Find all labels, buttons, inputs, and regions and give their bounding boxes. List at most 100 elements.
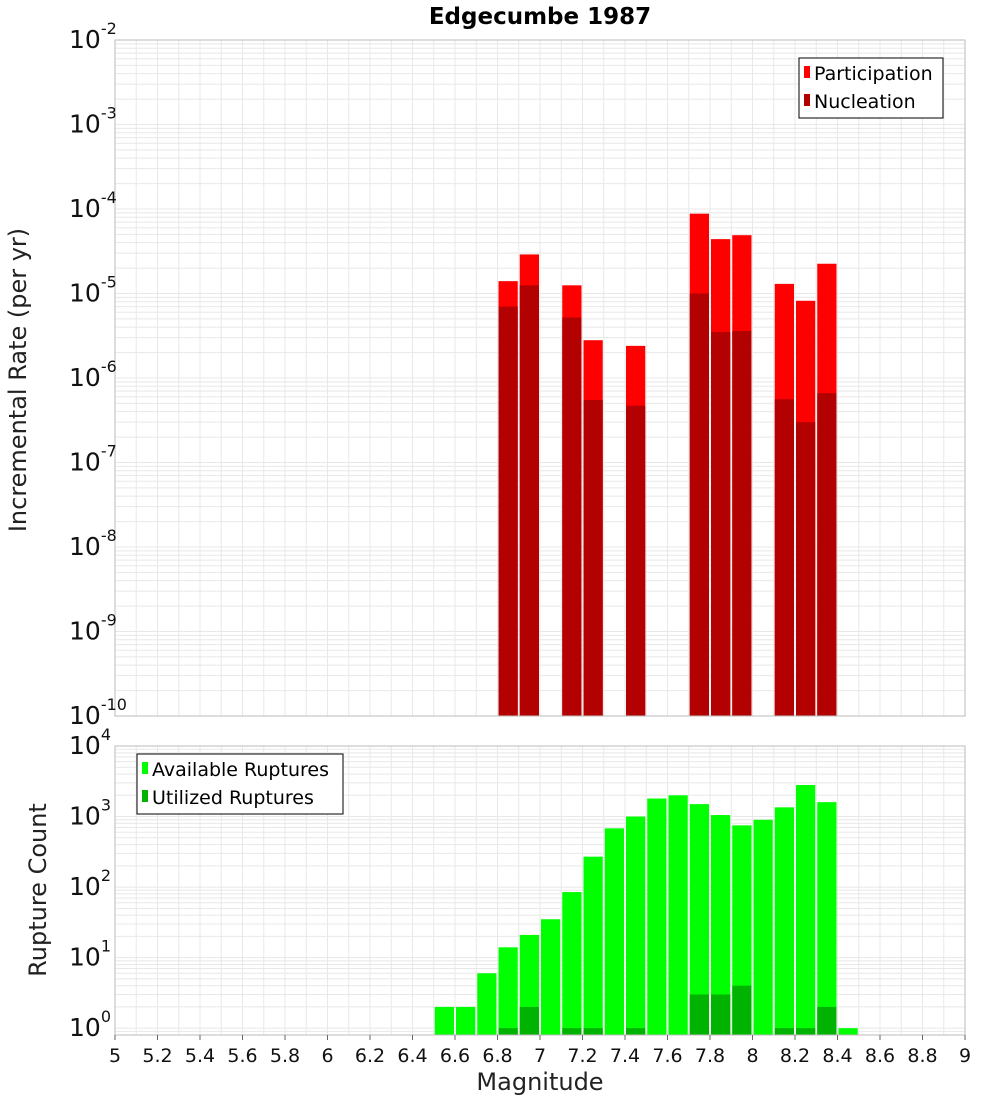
legend-label: Participation [814,63,933,85]
count-bar [604,828,624,1035]
count-bar [562,1028,582,1035]
rate-bar [583,399,603,716]
rate-bar [519,285,539,716]
rate-legend: Participation Nucleation [798,57,944,119]
count-bar [477,973,497,1035]
legend-label: Nucleation [814,91,916,113]
rate-y-tick-label: 10-9 [69,611,117,646]
count-bar [711,815,731,1035]
count-bar [583,856,603,1035]
count-y-tick-label: 100 [69,1007,111,1042]
rate-y-tick-label: 10-3 [69,104,117,139]
rate-bar [562,317,582,716]
rate-bar [796,422,816,716]
x-tick-label: 6 [321,1045,333,1067]
x-tick-label: 6.6 [440,1045,470,1067]
legend-swatch [804,94,810,106]
x-tick-label: 8.4 [822,1045,852,1067]
count-bar [626,816,646,1035]
legend-box [136,753,344,815]
x-tick-label: 9 [959,1045,971,1067]
x-axis-ticks: 5 5.2 5.4 5.6 5.8 6 6.2 6.4 6.6 6.8 7 7.2 7.4 7.6 7.8 8… [109,1035,971,1067]
x-tick-label: 8.2 [780,1045,810,1067]
rate-y-tick-label: 10-8 [69,526,117,561]
rate-bar [817,393,837,716]
count-bar [838,1028,858,1035]
x-tick-label: 8.8 [907,1045,937,1067]
legend-swatch [142,790,148,802]
count-bar [753,819,773,1035]
x-tick-label: 6.8 [482,1045,512,1067]
rate-y-tick-label: 10-10 [69,695,127,730]
count-bar [668,795,688,1035]
rate-y-tick-label: 10-5 [69,273,117,308]
rate-plot-frame [114,39,966,717]
rate-bar [498,306,518,716]
x-tick-label: 5.8 [270,1045,300,1067]
count-y-tick-label: 104 [69,725,111,760]
x-tick-label: 5.2 [142,1045,172,1067]
rate-panel: 10-10 10-9 10-8 10-7 10-6 10-5 10-4 10-3 10-2 Par… [69,19,966,730]
chart-title: Edgecumbe 1987 [429,4,651,30]
count-bar [817,1006,837,1035]
legend-swatch [804,66,810,78]
count-y-tick-label: 103 [69,796,111,831]
rate-bar [711,332,731,716]
rate-bar [774,399,794,716]
rate-bar [732,330,752,716]
count-bar [774,1028,794,1035]
count-series-1 [498,985,837,1035]
count-bar [626,1028,646,1035]
count-bar [541,919,561,1035]
x-axis-title: Magnitude [476,1068,603,1096]
x-tick-label: 5.4 [185,1045,215,1067]
count-y-tick-label: 101 [69,937,111,972]
rate-grid [115,39,966,717]
count-bar [689,994,709,1035]
count-bar [732,985,752,1035]
x-tick-label: 7 [534,1045,546,1067]
legend-box [798,57,944,119]
count-bar [732,825,752,1035]
x-tick-label: 7.8 [695,1045,725,1067]
count-bar [774,807,794,1035]
rate-y-tick-label: 10-2 [69,19,117,54]
count-bar [689,804,709,1035]
legend-label: Utilized Ruptures [152,787,314,809]
legend-label: Available Ruptures [152,759,329,781]
count-legend: Available Ruptures Utilized Ruptures [136,753,344,815]
count-bar [796,1028,816,1035]
x-tick-label: 6.2 [355,1045,385,1067]
count-panel: 100 101 102 103 104 Available Ruptures Utilize… [69,725,971,1067]
x-tick-label: 5.6 [227,1045,257,1067]
count-y-tick-label: 102 [69,866,111,901]
count-bar [647,798,667,1035]
rate-y-tick-label: 10-6 [69,357,117,392]
count-bar [498,1028,518,1035]
x-tick-label: 5 [109,1045,121,1067]
x-tick-label: 7.2 [567,1045,597,1067]
count-bar [519,1006,539,1035]
rate-y-tick-label: 10-7 [69,442,117,477]
count-bar [456,1006,476,1035]
count-bar [711,994,731,1035]
x-tick-label: 7.4 [610,1045,640,1067]
count-bar [434,1006,454,1035]
x-tick-label: 8 [746,1045,758,1067]
count-bar [583,1028,603,1035]
x-tick-label: 7.6 [652,1045,682,1067]
top-y-axis-title: Incremental Rate (per yr) [4,228,32,532]
count-bar [817,802,837,1035]
rate-bar [689,293,709,716]
count-bar [562,892,582,1035]
rate-series-1 [498,285,837,716]
x-tick-label: 6.4 [397,1045,427,1067]
legend-swatch [142,762,148,774]
x-tick-label: 8.6 [865,1045,895,1067]
bottom-y-axis-title: Rupture Count [24,803,52,977]
rate-y-tick-label: 10-4 [69,188,117,223]
rate-bar [626,405,646,716]
count-bar [796,784,816,1035]
count-bar [498,947,518,1035]
